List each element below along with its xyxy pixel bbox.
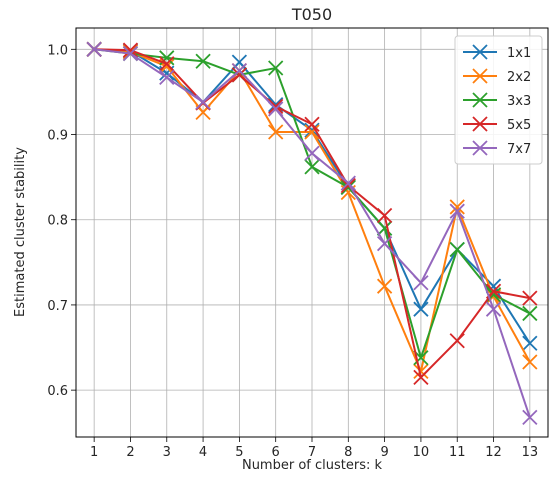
legend-box [454,35,543,165]
data-point-marker [522,305,538,322]
x-tick-label: 13 [522,445,539,460]
x-tick-label: 8 [344,445,352,460]
legend-entry: 7x7 [463,140,531,157]
x-tick-label: 11 [449,445,466,460]
legend-label: 2x2 [507,70,531,85]
legend-marker [472,116,488,132]
legend-marker [472,68,488,84]
data-point-marker [449,203,465,219]
legend-marker [472,92,488,108]
data-point-marker [376,235,393,252]
data-point-marker [449,199,465,215]
x-tick-label: 12 [485,445,502,460]
data-point-marker [86,41,102,57]
data-point-marker [159,69,175,86]
legend-label: 5x5 [507,118,531,133]
data-point-marker [522,354,538,370]
legend-entry: 1x1 [463,44,531,61]
x-axis-label: Number of clusters: k [242,458,383,473]
x-tick-label: 5 [235,445,243,460]
data-point-marker [522,290,538,306]
data-point-marker [413,369,429,385]
series-7x7 [86,41,538,426]
legend-entry: 2x2 [463,68,531,85]
data-point-marker [413,301,429,317]
data-point-marker [122,45,139,62]
data-point-marker [304,145,320,161]
data-point-marker [304,116,320,132]
legend: 1x1 2x2 3x3 5x5 7x7 [454,35,543,165]
data-point-marker [304,124,320,140]
legend-marker [472,44,488,60]
legend-entry: 5x5 [463,116,531,133]
data-point-marker [268,60,284,76]
data-point-marker [195,94,211,110]
data-point-marker [268,101,284,117]
data-point-marker [449,333,465,349]
legend-label: 7x7 [507,142,531,157]
x-tick-label: 9 [380,445,388,460]
data-point-marker [376,278,393,294]
data-point-marker [304,122,320,138]
y-axis-label: Estimated cluster stability [13,147,28,317]
series-group [86,41,538,426]
legend-label: 1x1 [507,46,531,61]
legend-label: 3x3 [507,94,531,109]
data-point-marker [413,275,429,291]
data-point-marker [522,335,538,351]
legend-entry: 3x3 [463,92,531,109]
data-point-marker [195,53,211,69]
data-point-marker [522,409,538,426]
legend-marker [472,140,488,156]
x-tick-label: 2 [126,445,134,460]
data-point-marker [159,56,175,72]
y-tick-label: 0.7 [47,299,68,314]
data-point-marker [231,62,248,79]
data-point-marker [304,159,320,175]
data-point-marker [231,67,248,83]
data-point-marker [413,363,429,380]
x-tick-label: 4 [199,445,207,460]
data-point-marker [268,124,284,140]
data-point-marker [122,42,139,58]
x-tick-label: 1 [90,445,98,460]
y-tick-label: 0.9 [47,129,68,144]
data-point-marker [340,175,356,191]
data-point-marker [268,98,284,115]
x-tick-label: 10 [413,445,430,460]
x-tick-label: 3 [163,445,171,460]
data-point-marker [376,207,393,224]
axis-ticks: 1 2 3 4 5 6 7 8 9 10 11 12 130.60.70.80.91.0 [47,43,538,460]
y-tick-label: 0.6 [47,384,68,399]
data-point-marker [485,301,502,317]
y-tick-label: 0.8 [47,214,68,229]
data-point-marker [449,241,465,258]
chart-title: T050 [291,5,332,24]
x-tick-label: 6 [272,445,280,460]
y-tick-label: 1.0 [47,43,68,58]
x-tick-label: 7 [308,445,316,460]
